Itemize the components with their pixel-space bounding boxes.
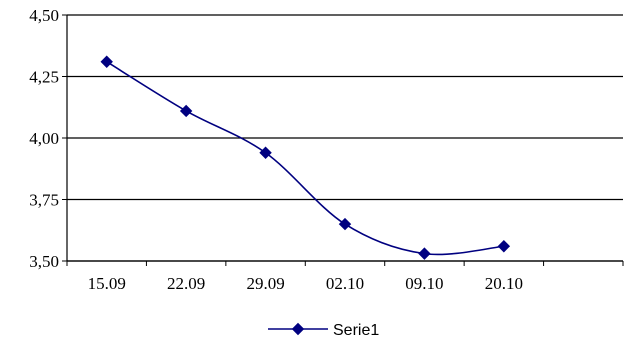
data-point-22.09: [179, 104, 193, 118]
x-tick-label: 29.09: [246, 274, 284, 293]
data-point-20.10: [497, 240, 511, 253]
y-tick-label: 4,25: [29, 68, 59, 87]
series-line-0: [106, 61, 504, 256]
x-tick-label: 20.10: [485, 274, 523, 293]
legend: Serie1: [268, 322, 379, 339]
axes: [62, 14, 624, 266]
x-tick-label: 22.09: [167, 274, 205, 293]
y-tick-label: 4,50: [29, 6, 59, 25]
y-axis-tick-labels: 3,50 3,75 4,00 4,25 4,50: [29, 6, 59, 271]
y-tick-label: 4,00: [29, 129, 59, 148]
data-point-02.10: [338, 217, 352, 231]
legend-marker-icon: [291, 322, 305, 336]
x-tick-label: 15.09: [88, 274, 126, 293]
data-point-29.09: [259, 146, 272, 159]
x-tick-label: 09.10: [405, 274, 443, 293]
data-point-09.10: [418, 247, 431, 260]
series-layer: [100, 55, 511, 260]
y-tick-label: 3,50: [29, 252, 59, 271]
x-tick-label: 02.10: [326, 274, 364, 293]
data-point-15.09: [100, 55, 113, 68]
x-axis-tick-labels: 15.09 22.09 29.09 02.10 09.10 20.10: [88, 274, 523, 293]
y-tick-label: 3,75: [29, 191, 59, 210]
legend-label: Serie1: [333, 322, 379, 339]
